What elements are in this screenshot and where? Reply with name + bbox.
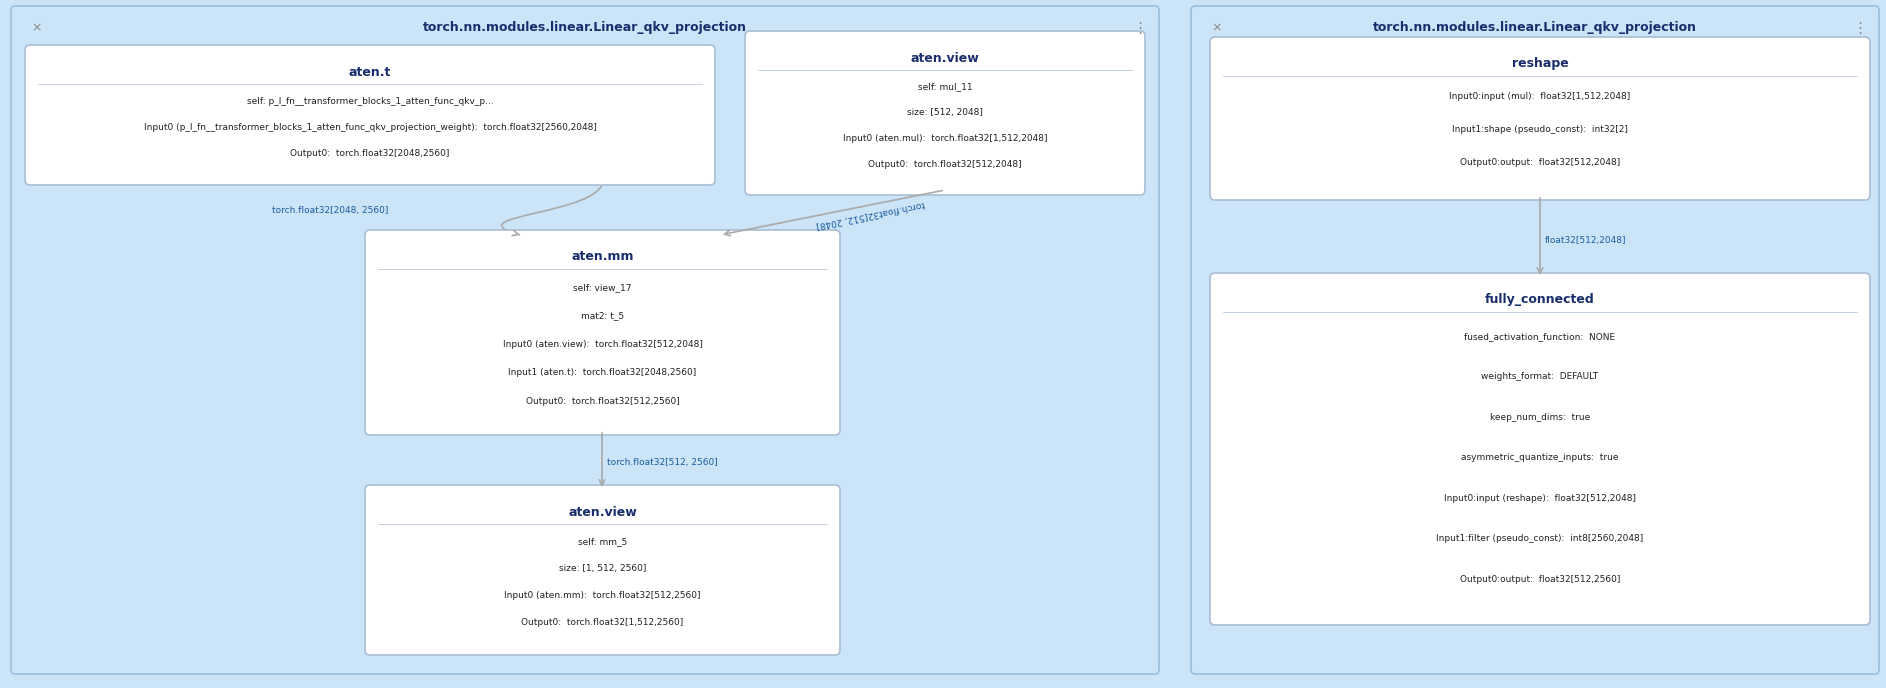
Text: torch.nn.modules.linear.Linear_qkv_projection: torch.nn.modules.linear.Linear_qkv_proje… <box>1373 21 1697 34</box>
Text: ⋮: ⋮ <box>1852 21 1867 36</box>
Text: Input0 (p_l_fn__transformer_blocks_1_atten_func_qkv_projection_weight):  torch.f: Input0 (p_l_fn__transformer_blocks_1_att… <box>143 123 596 132</box>
FancyBboxPatch shape <box>1211 273 1871 625</box>
Text: ⋮: ⋮ <box>1132 21 1147 36</box>
FancyBboxPatch shape <box>25 45 715 185</box>
FancyBboxPatch shape <box>1211 37 1871 200</box>
Text: self: mm_5: self: mm_5 <box>577 537 628 546</box>
Text: aten.mm: aten.mm <box>571 250 634 264</box>
Text: mat2: t_5: mat2: t_5 <box>581 311 624 321</box>
FancyBboxPatch shape <box>745 31 1145 195</box>
Text: Input0 (aten.mm):  torch.float32[512,2560]: Input0 (aten.mm): torch.float32[512,2560… <box>504 591 702 600</box>
Text: aten.view: aten.view <box>568 506 637 519</box>
Text: self: view_17: self: view_17 <box>573 283 632 292</box>
Text: self: p_l_fn__transformer_blocks_1_atten_func_qkv_p...: self: p_l_fn__transformer_blocks_1_atten… <box>247 96 494 106</box>
Text: Input0:input (mul):  float32[1,512,2048]: Input0:input (mul): float32[1,512,2048] <box>1448 92 1631 101</box>
FancyBboxPatch shape <box>366 485 839 655</box>
Text: fused_activation_function:  NONE: fused_activation_function: NONE <box>1464 332 1616 341</box>
Text: size: [1, 512, 2560]: size: [1, 512, 2560] <box>558 564 647 573</box>
Text: fully_connected: fully_connected <box>1484 294 1596 306</box>
Text: Output0:  torch.float32[1,512,2560]: Output0: torch.float32[1,512,2560] <box>521 619 683 627</box>
Text: Input1:filter (pseudo_const):  int8[2560,2048]: Input1:filter (pseudo_const): int8[2560,… <box>1437 535 1643 544</box>
Text: keep_num_dims:  true: keep_num_dims: true <box>1490 413 1590 422</box>
Text: weights_format:  DEFAULT: weights_format: DEFAULT <box>1481 372 1599 381</box>
Text: torch.float32[512, 2048]: torch.float32[512, 2048] <box>817 199 926 230</box>
Text: torch.nn.modules.linear.Linear_qkv_projection: torch.nn.modules.linear.Linear_qkv_proje… <box>422 21 747 34</box>
Text: Output0:output:  float32[512,2560]: Output0:output: float32[512,2560] <box>1460 575 1620 584</box>
Text: Input0 (aten.view):  torch.float32[512,2048]: Input0 (aten.view): torch.float32[512,20… <box>502 340 702 349</box>
Text: aten.view: aten.view <box>911 52 979 65</box>
Text: aten.t: aten.t <box>349 65 390 78</box>
Text: Output0:  torch.float32[2048,2560]: Output0: torch.float32[2048,2560] <box>290 149 449 158</box>
Text: reshape: reshape <box>1511 58 1569 70</box>
FancyBboxPatch shape <box>1190 6 1878 674</box>
Text: Output0:  torch.float32[512,2048]: Output0: torch.float32[512,2048] <box>868 160 1022 169</box>
Text: ×: × <box>32 21 41 34</box>
Text: Input0:input (reshape):  float32[512,2048]: Input0:input (reshape): float32[512,2048… <box>1445 494 1635 503</box>
Text: Output0:output:  float32[512,2048]: Output0:output: float32[512,2048] <box>1460 158 1620 166</box>
FancyBboxPatch shape <box>366 230 839 435</box>
Text: Input1 (aten.t):  torch.float32[2048,2560]: Input1 (aten.t): torch.float32[2048,2560… <box>509 368 696 378</box>
Text: float32[512,2048]: float32[512,2048] <box>1545 235 1626 244</box>
Text: torch.float32[512, 2560]: torch.float32[512, 2560] <box>607 458 719 466</box>
Text: torch.float32[2048, 2560]: torch.float32[2048, 2560] <box>272 206 389 215</box>
Text: ×: × <box>1211 21 1222 34</box>
FancyBboxPatch shape <box>11 6 1160 674</box>
Text: self: mul_11: self: mul_11 <box>918 83 973 92</box>
Text: size: [512, 2048]: size: [512, 2048] <box>907 108 983 117</box>
Text: Input1:shape (pseudo_const):  int32[2]: Input1:shape (pseudo_const): int32[2] <box>1452 125 1628 133</box>
Text: asymmetric_quantize_inputs:  true: asymmetric_quantize_inputs: true <box>1462 453 1618 462</box>
Text: Output0:  torch.float32[512,2560]: Output0: torch.float32[512,2560] <box>526 397 679 406</box>
Text: Input0 (aten.mul):  torch.float32[1,512,2048]: Input0 (aten.mul): torch.float32[1,512,2… <box>843 134 1047 143</box>
